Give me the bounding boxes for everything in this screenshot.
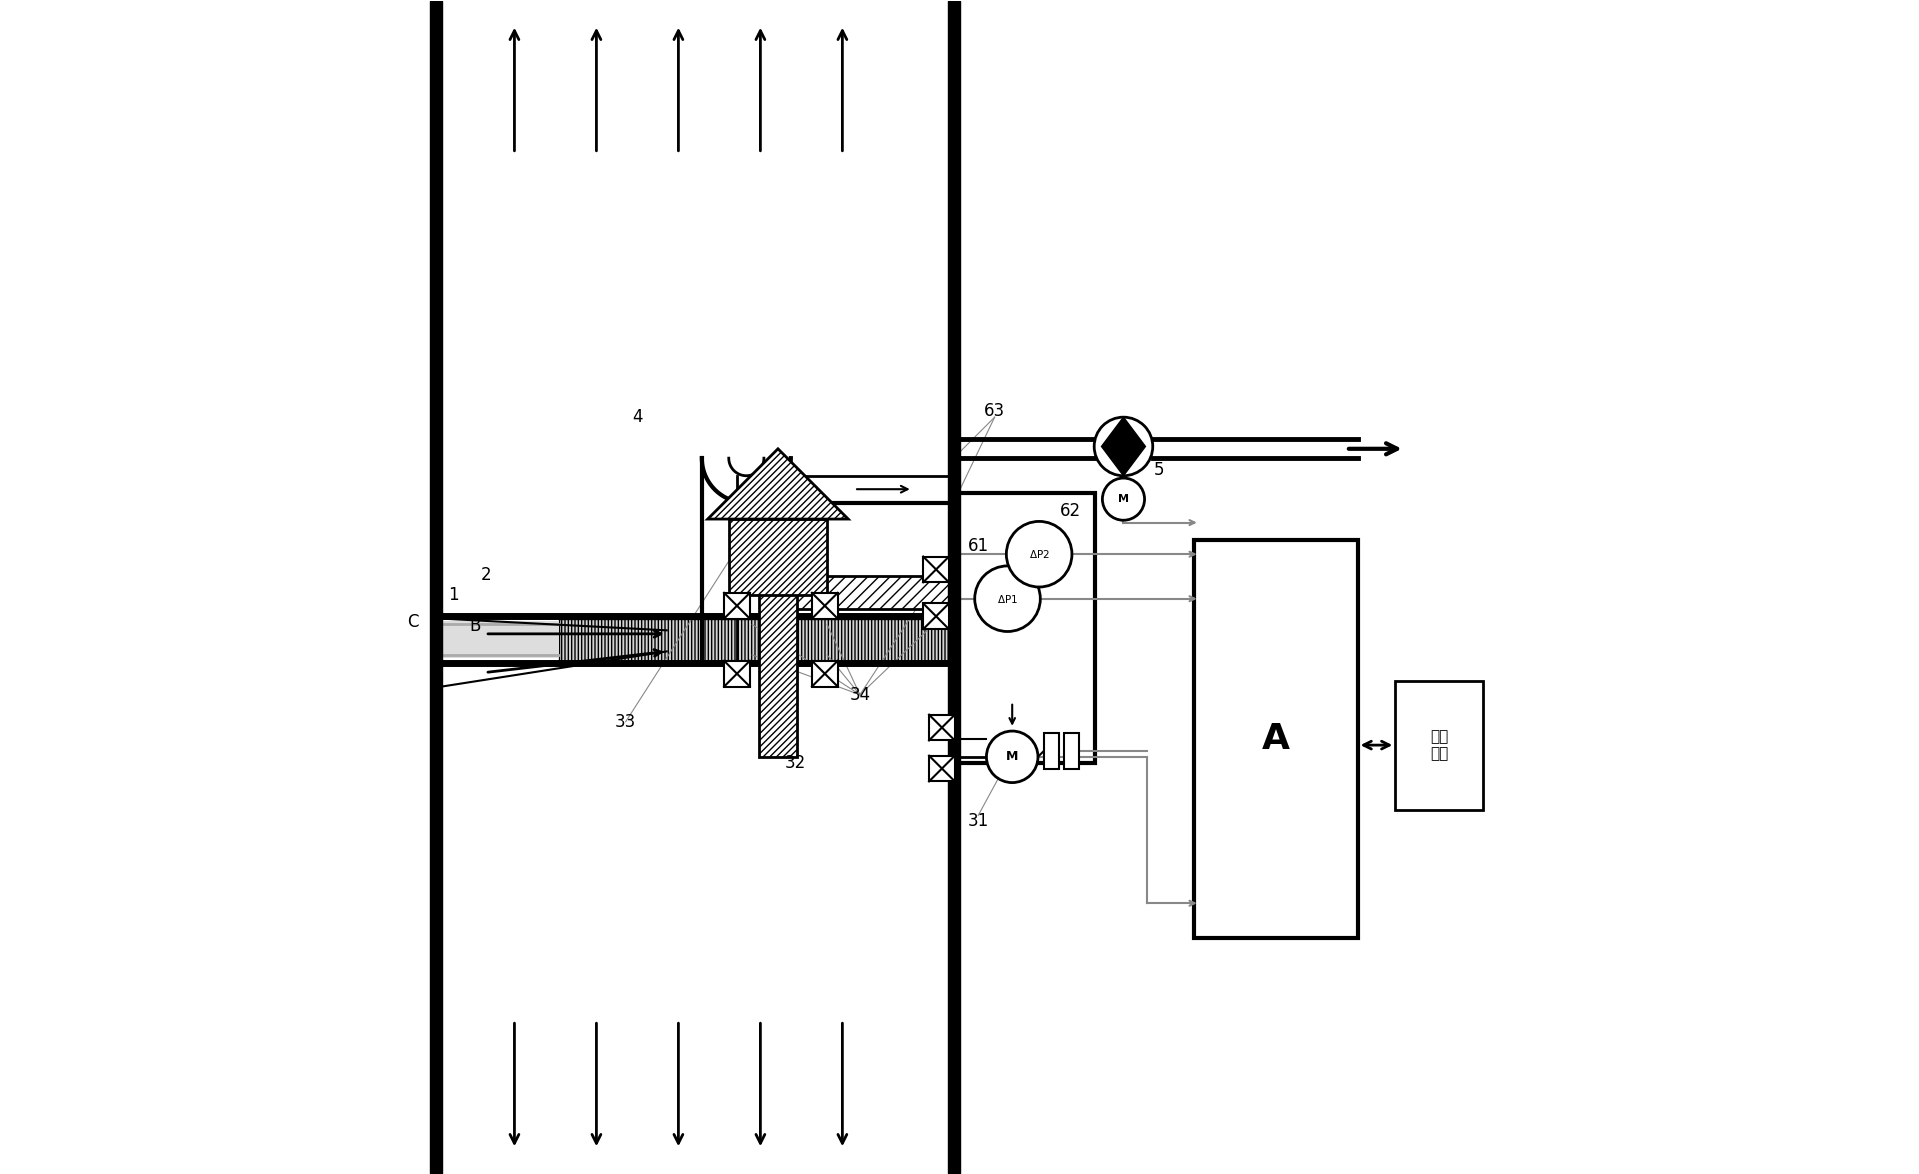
Bar (923, 603, 950, 629)
Bar (723, 661, 750, 687)
Text: 33: 33 (616, 713, 637, 730)
Bar (1395, 681, 1483, 810)
Bar (929, 756, 956, 782)
Text: A: A (1261, 722, 1290, 756)
Bar (441, 621, 558, 659)
Text: 操作
员站: 操作 员站 (1430, 729, 1449, 761)
Bar (760, 475, 796, 757)
Circle shape (1006, 521, 1073, 587)
Polygon shape (708, 448, 848, 519)
Text: B: B (468, 616, 480, 635)
Text: 63: 63 (984, 403, 1006, 420)
Bar (1194, 540, 1359, 938)
Bar (729, 519, 827, 595)
Polygon shape (1102, 417, 1123, 475)
Text: M: M (1006, 750, 1019, 763)
Text: M: M (1119, 494, 1128, 504)
Circle shape (975, 566, 1040, 632)
Text: 62: 62 (1059, 501, 1080, 520)
Bar (929, 715, 956, 741)
Bar (812, 593, 839, 619)
Circle shape (986, 731, 1038, 783)
Text: 1: 1 (449, 586, 459, 605)
Bar (558, 619, 948, 661)
Text: 32: 32 (785, 754, 806, 771)
Bar (777, 576, 960, 609)
Text: 5: 5 (1153, 461, 1163, 479)
Bar (1063, 734, 1078, 769)
Bar (1044, 734, 1059, 769)
Polygon shape (1123, 417, 1146, 475)
Text: 4: 4 (631, 409, 643, 426)
Text: $\Delta$P2: $\Delta$P2 (1029, 548, 1050, 560)
Text: $\Delta$P1: $\Delta$P1 (998, 593, 1017, 605)
Text: C: C (407, 613, 418, 632)
Bar (956, 493, 1096, 763)
Bar (812, 661, 839, 687)
Text: 61: 61 (967, 537, 988, 555)
Text: 31: 31 (967, 812, 988, 830)
Bar (923, 556, 950, 582)
Text: 34: 34 (850, 686, 871, 703)
Bar (723, 593, 750, 619)
Circle shape (1102, 478, 1144, 520)
Text: 2: 2 (482, 566, 491, 585)
Circle shape (1094, 417, 1153, 475)
